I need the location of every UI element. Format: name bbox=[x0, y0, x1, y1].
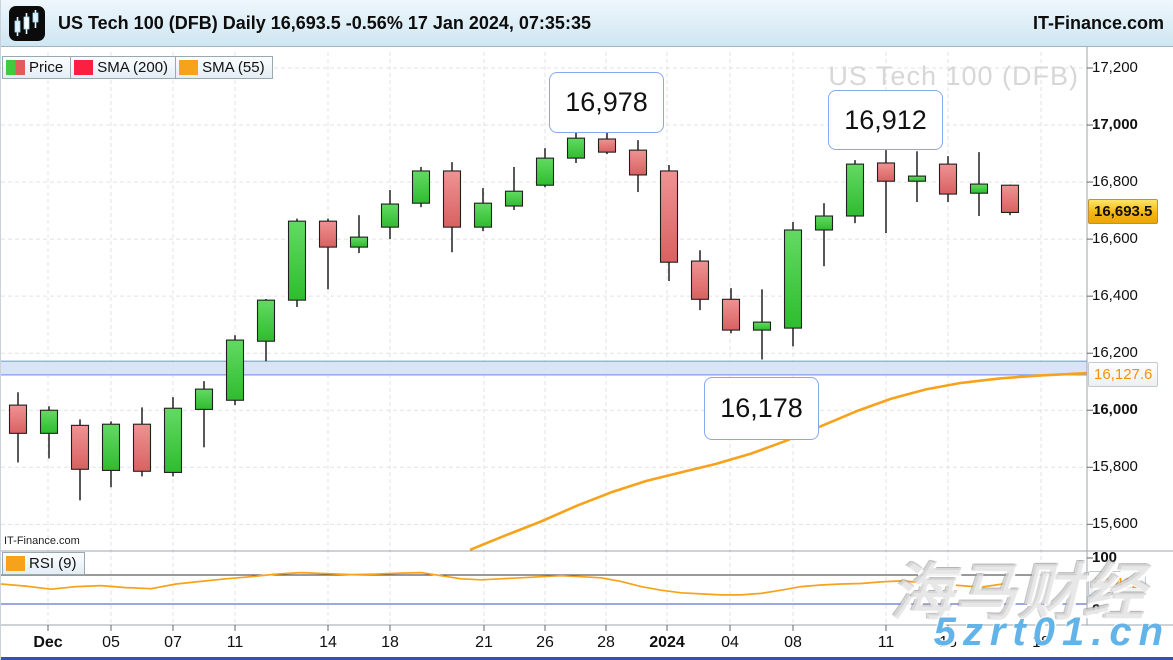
rsi-min-label: 0 bbox=[1092, 601, 1101, 618]
annotation-box[interactable]: 16,978 bbox=[549, 72, 664, 133]
rsi-swatch-icon bbox=[6, 556, 25, 571]
y-axis-label: 16,600 bbox=[1092, 230, 1138, 248]
y-axis-label: 17,000 bbox=[1092, 116, 1138, 134]
y-axis-label: 15,800 bbox=[1092, 458, 1138, 476]
sma55-swatch-icon bbox=[179, 60, 199, 75]
y-axis-label: 16,200 bbox=[1092, 344, 1138, 362]
x-axis-label: 04 bbox=[721, 634, 739, 651]
legend-rsi-label: RSI (9) bbox=[29, 555, 77, 572]
chart-area: US Tech 100 (DFB) Price SMA (200) SMA (5… bbox=[1, 47, 1173, 660]
sma55-value-tag: 16,127.6 bbox=[1088, 361, 1159, 387]
x-axis-label: 26 bbox=[536, 634, 554, 651]
panel-brand-watermark: IT-Finance.com bbox=[4, 535, 80, 547]
x-axis-label: 11 bbox=[226, 634, 244, 651]
x-axis-label: 07 bbox=[164, 634, 182, 651]
legend-chip-sma55[interactable]: SMA (55) bbox=[175, 56, 273, 79]
chart-title: US Tech 100 (DFB) Daily 16,693.5 -0.56% … bbox=[58, 13, 591, 33]
x-axis-label: 05 bbox=[102, 634, 120, 651]
x-axis-label: 15 bbox=[939, 634, 957, 651]
header-bar: US Tech 100 (DFB) Daily 16,693.5 -0.56% … bbox=[1, 0, 1173, 47]
legend-sma55-label: SMA (55) bbox=[202, 59, 265, 76]
x-axis-label: 08 bbox=[784, 634, 802, 651]
y-axis-label: 16,800 bbox=[1092, 173, 1138, 191]
legend-price-label: Price bbox=[29, 59, 64, 76]
price-legend: Price SMA (200) SMA (55) bbox=[2, 56, 273, 79]
bottom-frame-bar bbox=[1, 657, 1173, 660]
product-watermark: US Tech 100 (DFB) bbox=[828, 61, 1079, 91]
legend-chip-price[interactable]: Price bbox=[2, 56, 72, 79]
y-axis-label: 16,400 bbox=[1092, 287, 1138, 305]
site-watermark-cn: 海马财经 bbox=[889, 559, 1146, 628]
rsi-value-tag: 52.412 bbox=[1088, 570, 1146, 596]
price-swatch-icon bbox=[6, 60, 25, 75]
app-logo-candlestick-icon[interactable] bbox=[9, 6, 45, 41]
x-axis-label: 2024 bbox=[649, 634, 685, 651]
annotation-box[interactable]: 16,912 bbox=[828, 90, 943, 150]
rsi-legend: RSI (9) bbox=[2, 552, 85, 575]
y-axis-label: 16,000 bbox=[1092, 401, 1138, 419]
x-axis-label: 28 bbox=[597, 634, 615, 651]
y-axis-label: 17,200 bbox=[1092, 59, 1138, 76]
sma200-swatch-icon bbox=[74, 60, 94, 75]
legend-chip-rsi[interactable]: RSI (9) bbox=[2, 552, 85, 575]
legend-chip-sma200[interactable]: SMA (200) bbox=[70, 56, 177, 79]
x-axis-label: 21 bbox=[475, 634, 493, 651]
last-price-tag: 16,693.5 bbox=[1088, 199, 1159, 225]
brand-link[interactable]: IT-Finance.com bbox=[1032, 13, 1164, 33]
annotation-box[interactable]: 16,178 bbox=[704, 377, 819, 440]
x-axis-label: Dec bbox=[33, 634, 63, 651]
x-axis-label: 11 bbox=[877, 634, 895, 651]
x-axis-label: 14 bbox=[319, 634, 337, 651]
x-axis-label: 18 bbox=[381, 634, 399, 651]
site-watermark-url: 5zrt01.cn bbox=[933, 610, 1170, 654]
candlestick-glyph bbox=[14, 10, 39, 36]
y-axis-label: 15,600 bbox=[1092, 515, 1138, 533]
x-axis-label: 18 bbox=[1032, 634, 1050, 651]
rsi-max-label: 100 bbox=[1092, 549, 1118, 566]
price-chart-canvas[interactable] bbox=[1, 47, 1173, 660]
legend-sma200-label: SMA (200) bbox=[97, 59, 169, 76]
